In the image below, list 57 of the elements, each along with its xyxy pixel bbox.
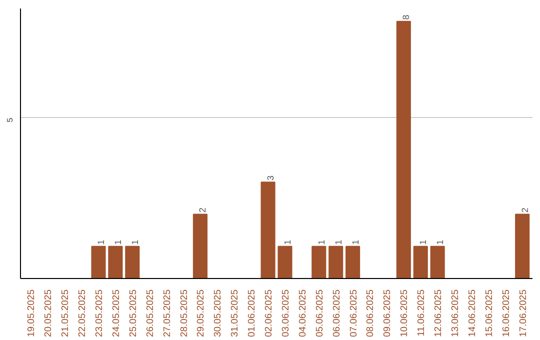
x-tick-label: 12.06.2025 bbox=[433, 290, 444, 338]
y-tick-label: 5 bbox=[6, 117, 14, 122]
x-tick-label: 03.06.2025 bbox=[280, 290, 292, 338]
x-tick-label: 01.06.2025 bbox=[246, 290, 258, 338]
data-label: 1 bbox=[435, 240, 446, 245]
data-label: 1 bbox=[96, 240, 106, 245]
x-tick-label: 25.05.2025 bbox=[128, 290, 139, 338]
x-tick-label: 17.06.2025 bbox=[518, 290, 529, 338]
data-label: 1 bbox=[350, 240, 360, 245]
bar bbox=[91, 246, 106, 278]
x-tick-label: 16.06.2025 bbox=[500, 290, 512, 338]
x-tick-label: 29.05.2025 bbox=[196, 290, 207, 338]
x-tick-label: 15.06.2025 bbox=[484, 290, 495, 338]
bar bbox=[413, 246, 428, 278]
x-tick-label: 30.05.2025 bbox=[212, 290, 224, 338]
bar bbox=[396, 20, 411, 278]
bar bbox=[312, 246, 326, 278]
bar bbox=[278, 246, 292, 278]
x-tick-label: 27.05.2025 bbox=[162, 290, 173, 338]
x-tick-label: 11.06.2025 bbox=[416, 290, 428, 336]
x-tick-label: 08.06.2025 bbox=[365, 290, 376, 338]
x-tick-label: 20.05.2025 bbox=[43, 290, 54, 338]
bar bbox=[192, 214, 208, 278]
bar bbox=[125, 246, 140, 278]
data-label: 1 bbox=[316, 240, 326, 245]
bar bbox=[108, 246, 123, 278]
x-tick-label: 24.05.2025 bbox=[110, 290, 122, 338]
data-label: 2 bbox=[198, 208, 208, 213]
bar bbox=[430, 246, 445, 278]
x-tick-label: 14.06.2025 bbox=[466, 290, 478, 338]
bar bbox=[515, 214, 530, 278]
x-tick-label: 22.05.2025 bbox=[77, 290, 88, 338]
data-label: 1 bbox=[130, 240, 140, 245]
data-label: 1 bbox=[112, 240, 123, 245]
data-label: 1 bbox=[282, 240, 293, 245]
x-tick-label: 02.06.2025 bbox=[264, 290, 275, 338]
data-label: 1 bbox=[333, 240, 344, 245]
x-tick-label: 05.06.2025 bbox=[314, 290, 326, 338]
x-tick-label: 21.05.2025 bbox=[60, 290, 72, 338]
x-tick-label: 28.05.2025 bbox=[178, 290, 190, 338]
bar bbox=[328, 246, 344, 278]
x-tick-label: 10.06.2025 bbox=[399, 290, 410, 338]
x-tick-label: 04.06.2025 bbox=[297, 290, 308, 338]
x-tick-label: 09.06.2025 bbox=[382, 290, 394, 338]
bar bbox=[260, 182, 276, 278]
x-tick-label: 26.05.2025 bbox=[144, 290, 156, 338]
data-label: 8 bbox=[401, 14, 412, 20]
x-tick-label: 19.05.2025 bbox=[26, 290, 38, 338]
data-label: 1 bbox=[418, 240, 428, 245]
x-tick-label: 31.05.2025 bbox=[230, 290, 241, 338]
x-tick-label: 13.06.2025 bbox=[450, 290, 462, 338]
bar bbox=[346, 246, 360, 278]
x-tick-label: 23.05.2025 bbox=[94, 290, 105, 338]
data-label: 2 bbox=[520, 208, 530, 213]
x-tick-label: 06.06.2025 bbox=[331, 290, 342, 338]
data-label: 3 bbox=[266, 175, 276, 180]
x-tick-label: 07.06.2025 bbox=[348, 290, 360, 338]
